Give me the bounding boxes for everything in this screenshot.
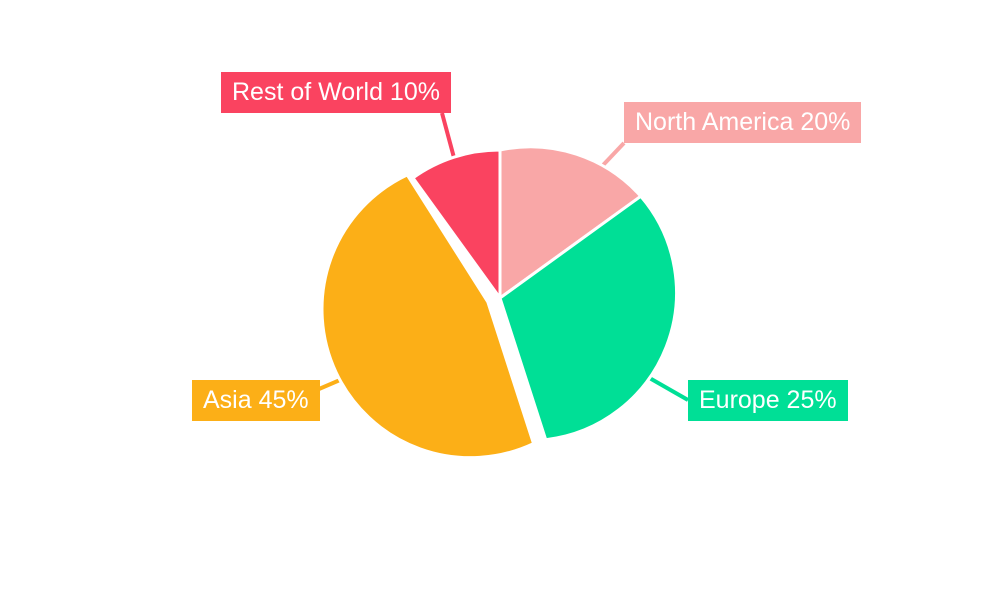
pie-label-europe[interactable]: Europe 25% [688,380,848,421]
pie-slice-asia[interactable] [320,173,536,460]
pie-slice-europe[interactable] [498,194,678,442]
pie-label-rest-of-world-text: Rest of World 10% [232,78,440,106]
pie-slice-rest-of-world[interactable] [411,148,502,300]
pie-label-rest-of-world[interactable]: Rest of World 10% [221,72,451,113]
pie-label-asia-text: Asia 45% [203,386,309,414]
pie-label-europe-text: Europe 25% [699,386,837,414]
pie-label-asia[interactable]: Asia 45% [192,380,320,421]
pie-label-north-america-text: North America 20% [635,108,851,136]
pie-label-north-america[interactable]: North America 20% [624,102,862,143]
pie-slice-north-america[interactable] [498,145,643,300]
